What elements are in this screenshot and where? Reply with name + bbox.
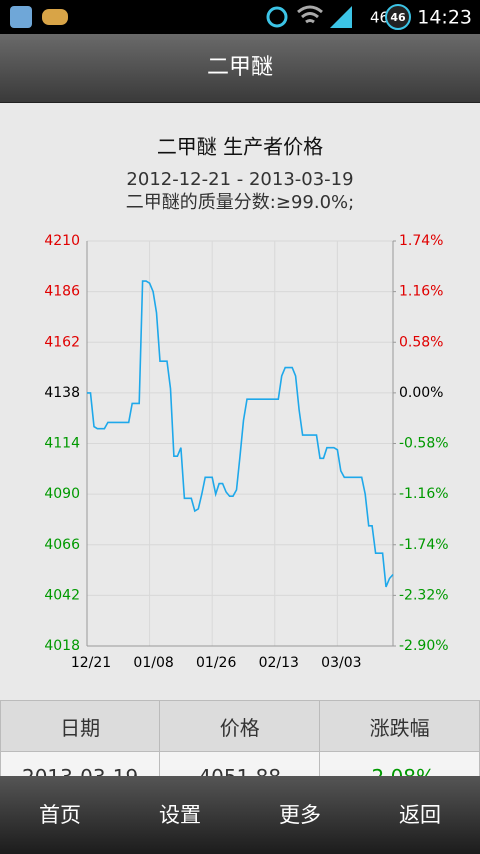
app-icon bbox=[10, 6, 32, 28]
x-tick-label: 01/08 bbox=[133, 655, 173, 671]
y-tick-label: 4090 bbox=[44, 486, 80, 502]
nav-home[interactable]: 首页 bbox=[39, 803, 81, 827]
y2-tick-label: -1.16% bbox=[399, 486, 449, 502]
signal-icon bbox=[330, 6, 352, 28]
chart-title: 二甲醚 生产者价格 bbox=[157, 135, 323, 159]
chart-note: 二甲醚的质量分数:≥99.0%; bbox=[126, 192, 354, 213]
y2-tick-label: 1.16% bbox=[399, 284, 443, 300]
y2-tick-label: 0.58% bbox=[399, 334, 443, 350]
y-tick-label: 4042 bbox=[44, 587, 80, 603]
x-tick-label: 03/03 bbox=[321, 655, 361, 671]
y-tick-label: 4186 bbox=[44, 284, 80, 300]
y-tick-label: 4114 bbox=[44, 436, 80, 452]
nav-back[interactable]: 返回 bbox=[399, 803, 441, 827]
wifi-icon bbox=[297, 5, 323, 24]
y2-tick-label: 1.74% bbox=[399, 233, 443, 249]
y-tick-label: 4018 bbox=[44, 638, 80, 654]
chart: 二甲醚 生产者价格 2012-12-21 - 2013-03-19 二甲醚的质量… bbox=[44, 135, 449, 672]
y2-tick-label: -2.90% bbox=[399, 638, 449, 654]
bottom-nav: 首页 设置 更多 返回 bbox=[0, 776, 480, 854]
price-line bbox=[87, 280, 394, 588]
y-tick-label: 4138 bbox=[44, 385, 80, 401]
y2-tick-label: 0.00% bbox=[399, 385, 443, 401]
alarm-icon bbox=[266, 6, 288, 28]
column-header: 日期 bbox=[0, 700, 161, 752]
app-icon bbox=[42, 9, 68, 25]
status-bar: 46% 46 14:23 bbox=[0, 0, 480, 34]
nav-settings[interactable]: 设置 bbox=[159, 803, 201, 827]
nav-more[interactable]: 更多 bbox=[279, 803, 321, 827]
column-header: 价格 bbox=[159, 700, 321, 752]
y2-tick-label: -1.74% bbox=[399, 537, 449, 553]
clock: 14:23 bbox=[417, 7, 472, 29]
table-header: 日期 价格 涨跌幅 bbox=[0, 700, 480, 752]
x-tick-label: 02/13 bbox=[259, 655, 299, 671]
x-tick-label: 01/26 bbox=[196, 655, 236, 671]
title-bar: 二甲醚 bbox=[0, 34, 480, 103]
y-tick-label: 4162 bbox=[44, 334, 80, 350]
battery-badge bbox=[385, 4, 411, 30]
y2-tick-label: -0.58% bbox=[399, 436, 449, 452]
badge-text: 46 bbox=[390, 11, 406, 24]
x-tick-label: 12/21 bbox=[71, 655, 111, 671]
y-tick-label: 4066 bbox=[44, 537, 80, 553]
chart-subtitle: 2012-12-21 - 2013-03-19 bbox=[126, 169, 353, 190]
column-header: 涨跌幅 bbox=[319, 700, 480, 752]
y2-tick-label: -2.32% bbox=[399, 587, 449, 603]
status-icons: 46% 46 14:23 bbox=[10, 4, 472, 30]
y-tick-label: 4210 bbox=[44, 233, 80, 249]
